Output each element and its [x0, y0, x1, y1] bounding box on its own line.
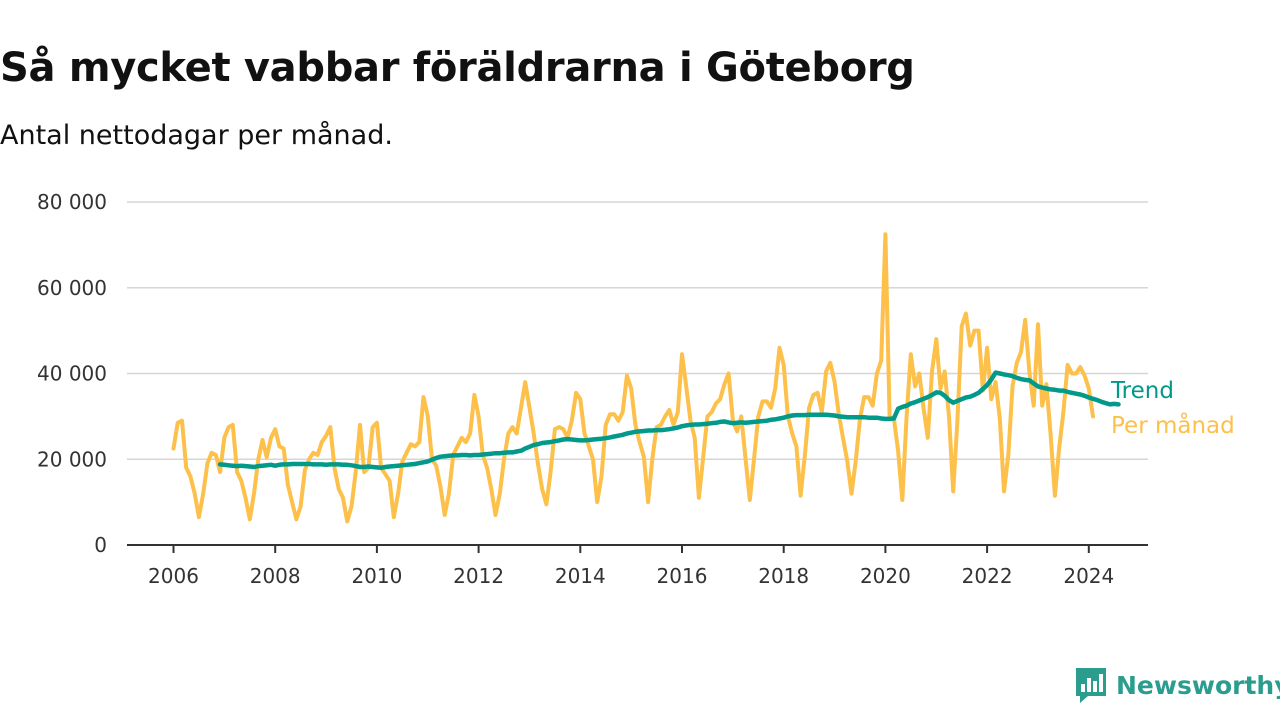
y-axis-ticks: 0 20 000 40 000 60 000 80 000 — [37, 190, 107, 557]
bar-chart-speech-bubble-icon — [1076, 668, 1106, 703]
chart-title: Så mycket vabbar föräldrarna i Göteborg — [0, 44, 915, 91]
chart-subtitle: Antal nettodagar per månad. — [0, 120, 393, 151]
x-axis: 2006 2008 2010 2012 2014 2016 2018 2020 2022 2024 — [127, 544, 1148, 588]
series-lines — [171, 232, 1121, 524]
y-tick-label: 40 000 — [37, 362, 107, 386]
y-tick-label: 60 000 — [37, 276, 107, 300]
brand-logo: Newsworthy — [1074, 665, 1280, 705]
monthly-series-label: Per månad — [1111, 411, 1235, 439]
trend-series-line — [217, 370, 1121, 471]
x-tick-label: 2014 — [555, 564, 606, 588]
x-tick-label: 2018 — [758, 564, 809, 588]
x-tick-label: 2010 — [351, 564, 402, 588]
x-tick-label: 2016 — [657, 564, 708, 588]
y-tick-label: 80 000 — [37, 190, 107, 214]
x-tick-label: 2008 — [250, 564, 301, 588]
x-tick-label: 2022 — [962, 564, 1013, 588]
brand-name: Newsworthy — [1116, 670, 1280, 700]
gridlines — [127, 201, 1148, 460]
x-tick-label: 2012 — [453, 564, 504, 588]
x-tick-label: 2024 — [1063, 564, 1114, 588]
series-labels: Trend Per månad — [1110, 378, 1235, 439]
x-tick-label: 2020 — [860, 564, 911, 588]
trend-series-label: Trend — [1110, 378, 1174, 404]
x-tick-label: 2006 — [148, 564, 199, 588]
monthly-series-line — [171, 232, 1095, 524]
y-tick-label: 0 — [94, 533, 107, 557]
y-tick-label: 20 000 — [37, 447, 107, 471]
